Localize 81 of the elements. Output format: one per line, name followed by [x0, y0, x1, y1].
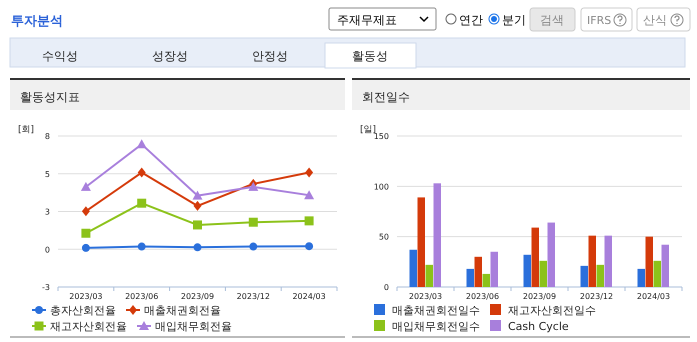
legend-label: 재고자산회전일수: [508, 304, 596, 317]
bar: [434, 183, 441, 287]
point: [80, 182, 91, 191]
bar: [596, 264, 604, 287]
x-tick-label: 2023/03: [408, 292, 442, 301]
legend-label: 매출채권회전일수: [392, 304, 480, 317]
point: [136, 139, 147, 148]
point: [249, 242, 258, 251]
x-tick-label: 2023/12: [236, 292, 270, 301]
bar: [604, 236, 612, 287]
bar: [532, 228, 539, 287]
legend-label: 매입채무회전일수: [392, 320, 480, 333]
text: 성장성: [152, 49, 188, 63]
text: 수익성: [42, 49, 78, 63]
text: 산식: [643, 13, 667, 27]
legend-label: Cash Cycle: [508, 320, 569, 333]
point: [304, 190, 314, 200]
y-axis-title: [회]: [18, 125, 34, 135]
chart-title: 활동성지표: [20, 90, 80, 104]
x-tick-label: 2023/03: [69, 292, 103, 301]
point: [192, 190, 202, 200]
x-tick-label: 2024/03: [292, 292, 326, 301]
point: [81, 228, 90, 238]
x-tick-label: 2023/12: [580, 292, 614, 301]
point: [82, 206, 90, 216]
point: [194, 200, 202, 211]
point: [138, 168, 146, 178]
bar: [654, 260, 661, 287]
point: [248, 218, 258, 227]
y-tick-label: 0: [384, 283, 389, 292]
legend-label: 총자산회전율: [50, 304, 116, 317]
x-tick-label: 2023/09: [180, 292, 214, 301]
y-tick-label: 8: [44, 132, 50, 141]
chart-title: 회전일수: [362, 90, 410, 104]
bar: [426, 264, 433, 287]
y-tick-label: 5: [44, 170, 50, 179]
y-tick-label: 0: [44, 245, 50, 254]
point: [137, 198, 146, 208]
point: [305, 242, 314, 250]
bar: [662, 244, 669, 287]
text: IFRS: [587, 14, 612, 27]
bar: [580, 266, 588, 287]
text: 주재무제표: [337, 13, 397, 27]
x-tick-label: 2024/03: [636, 292, 670, 301]
point: [193, 220, 202, 230]
x-tick-label: 2023/06: [466, 292, 500, 301]
x-tick-label: 2023/09: [522, 292, 556, 301]
bar: [490, 252, 498, 287]
bar: [646, 236, 653, 287]
text: 연간: [459, 13, 483, 27]
y-axis-title: [일]: [360, 125, 376, 135]
bar: [418, 197, 425, 287]
point: [194, 243, 202, 252]
point: [248, 182, 258, 191]
point: [138, 242, 146, 251]
y-tick-label: -3: [42, 283, 50, 292]
point: [304, 216, 314, 226]
bar: [548, 222, 555, 287]
bar: [482, 274, 490, 287]
text: 안정성: [252, 49, 288, 63]
text: 검색: [540, 13, 564, 27]
y-tick-label: 150: [374, 132, 389, 141]
y-tick-label: 100: [374, 182, 389, 192]
x-tick-label: 2023/06: [125, 292, 158, 301]
y-tick-label: 50: [378, 232, 389, 242]
bar: [524, 254, 531, 287]
bar: [540, 260, 547, 287]
legend-label: 재고자산회전율: [50, 320, 127, 333]
y-tick-label: 3: [44, 208, 50, 216]
legend-label: 매출채권회전율: [144, 304, 221, 317]
text: 활동성: [352, 49, 388, 63]
text: 분기: [502, 13, 526, 27]
point: [305, 168, 314, 178]
point: [82, 244, 90, 252]
bar: [638, 268, 645, 287]
legend-label: 매입채무회전율: [155, 320, 232, 333]
bar: [410, 250, 417, 287]
bar: [466, 268, 474, 287]
bar: [474, 256, 482, 287]
bar: [588, 236, 596, 287]
text: 투자분석: [11, 14, 63, 29]
